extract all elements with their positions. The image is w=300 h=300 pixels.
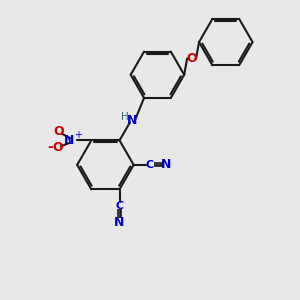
Text: O: O xyxy=(186,52,197,65)
Text: C: C xyxy=(146,160,154,170)
Text: O: O xyxy=(53,125,64,138)
Text: -: - xyxy=(47,140,53,154)
Text: C: C xyxy=(116,201,124,211)
Text: N: N xyxy=(127,114,137,128)
Text: +: + xyxy=(74,130,83,140)
Text: O: O xyxy=(53,141,63,154)
Text: N: N xyxy=(114,215,125,229)
Text: H: H xyxy=(121,112,128,122)
Text: N: N xyxy=(64,134,74,147)
Text: N: N xyxy=(161,158,172,171)
